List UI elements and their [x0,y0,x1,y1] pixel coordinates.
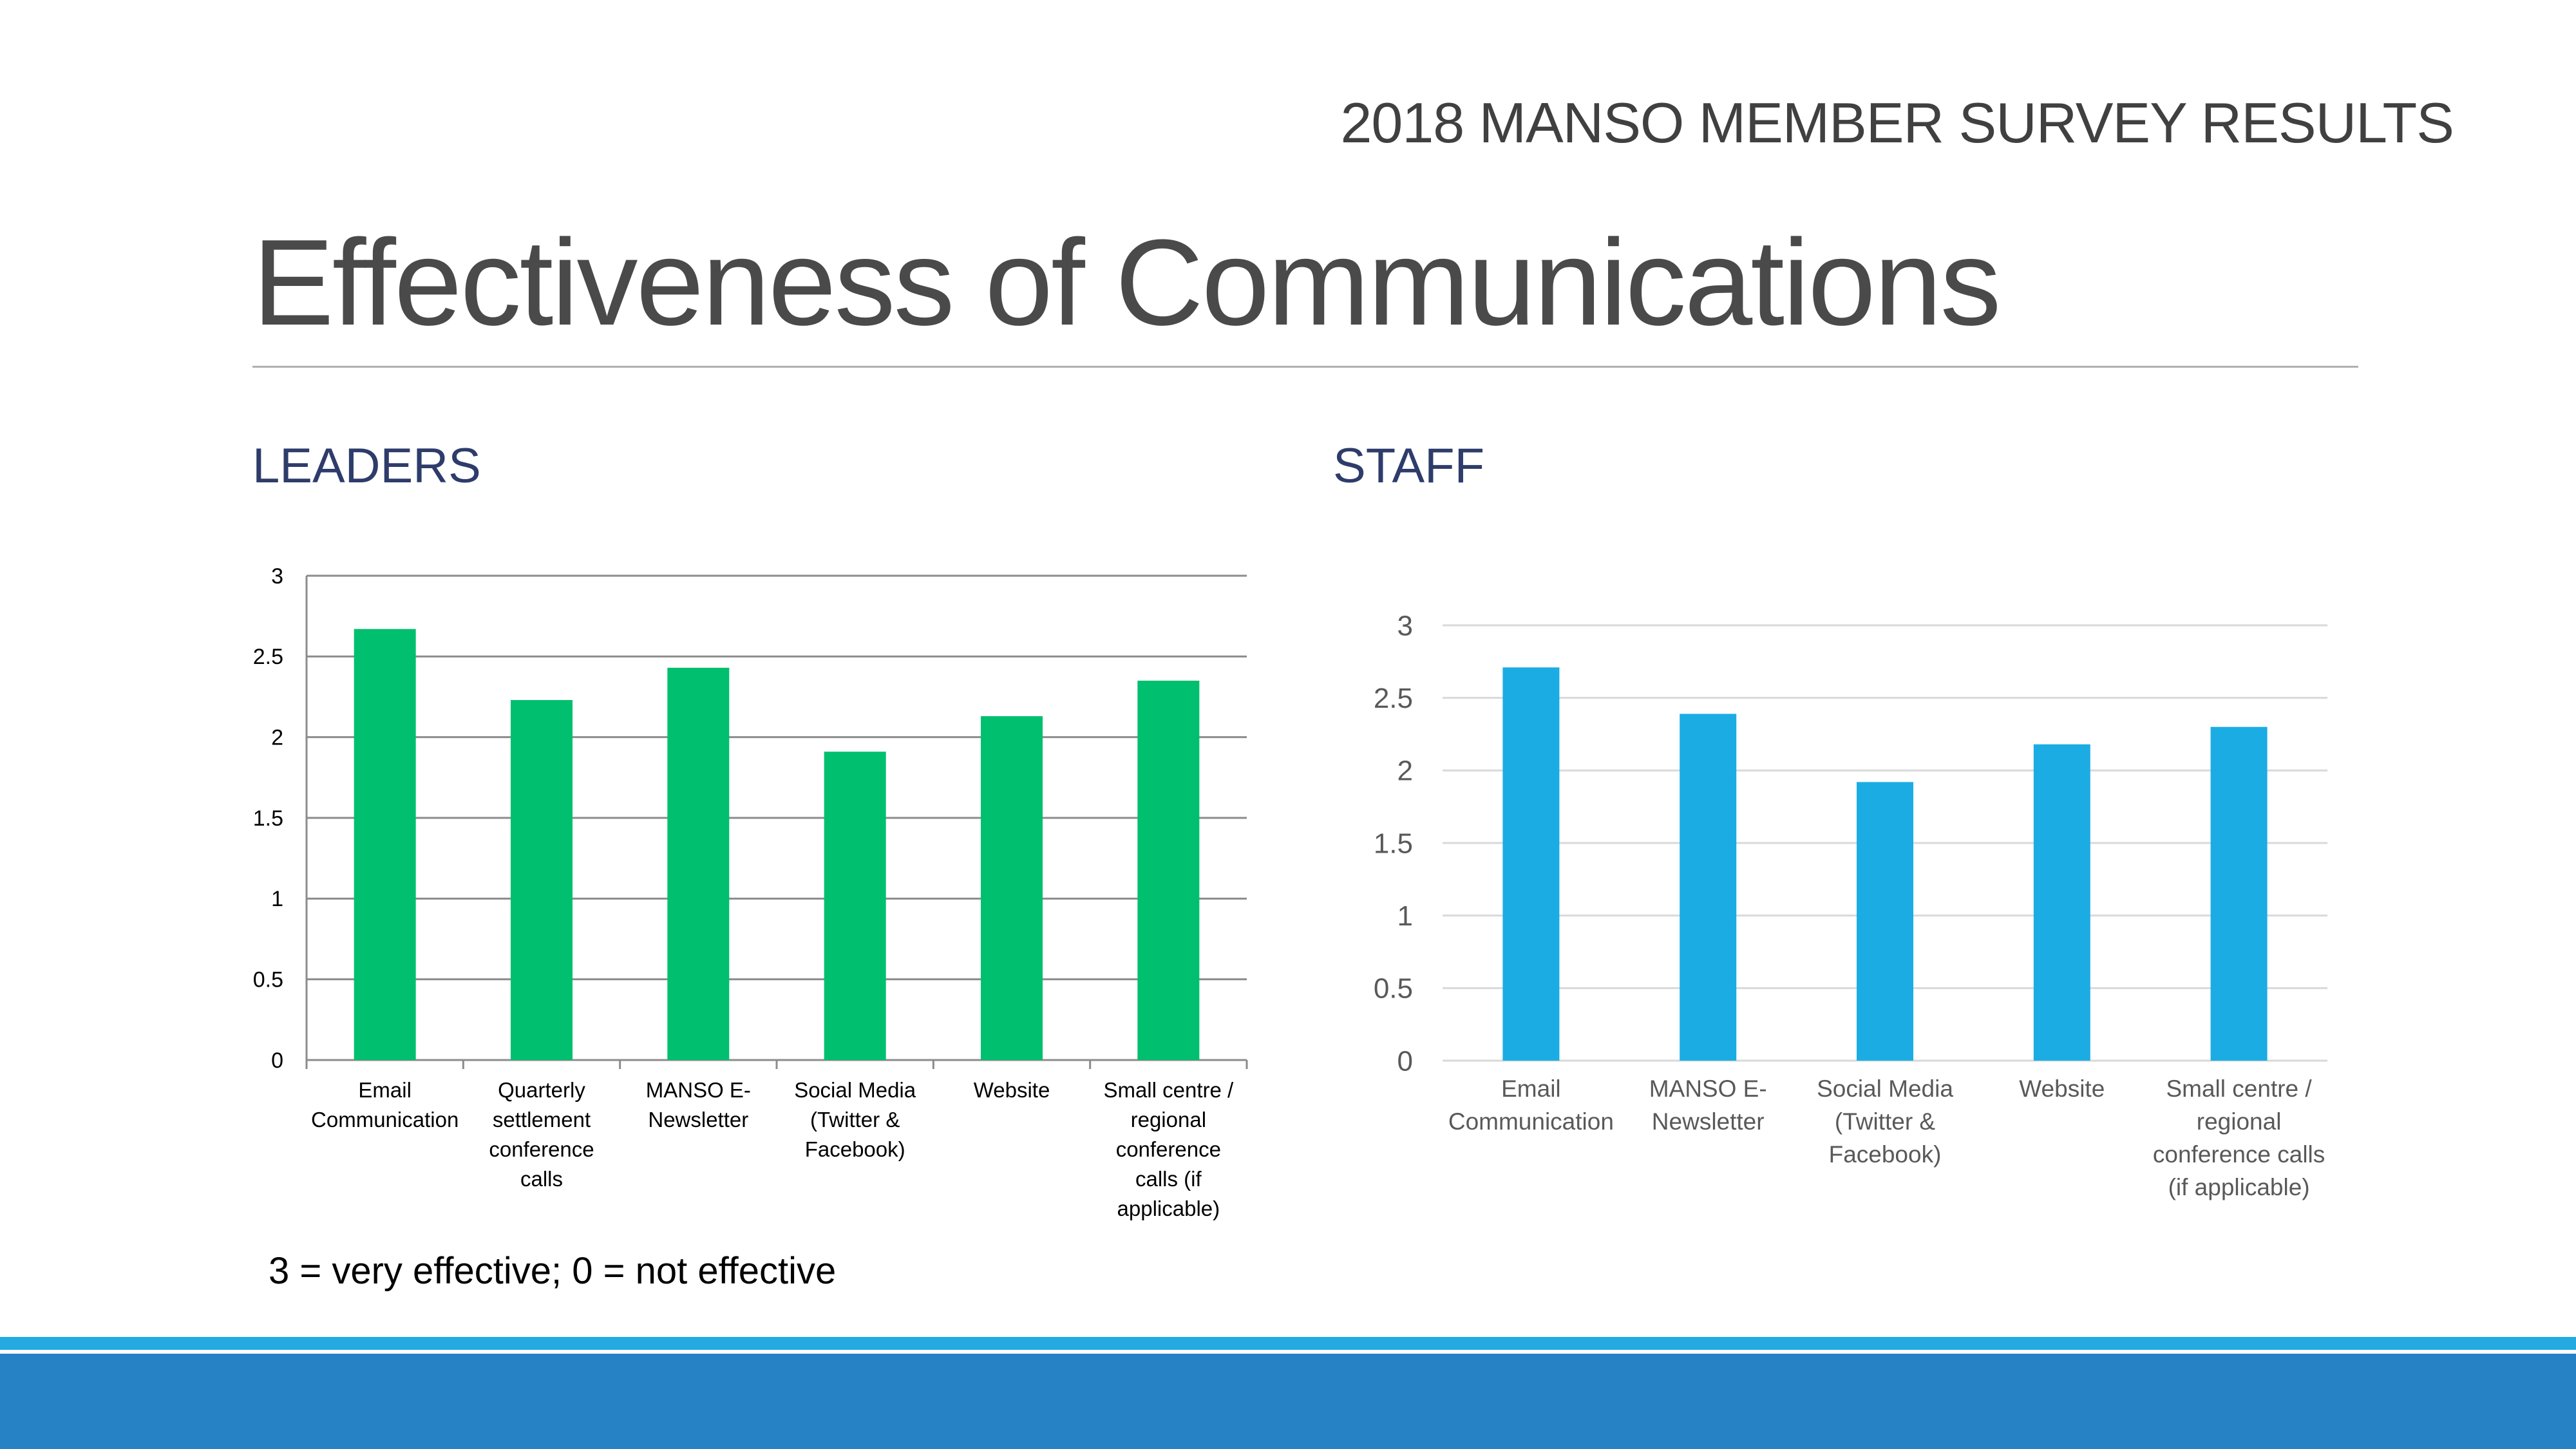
x-category-label: Social Media [1817,1075,1953,1102]
x-category-label: Social Media [794,1078,916,1102]
bar-leaders-3 [824,752,886,1060]
y-tick-label: 2.5 [253,645,283,669]
x-category-label: (Twitter & [810,1108,900,1132]
deck-subtitle: 2018 MANSO MEMBER SURVEY RESULTS [1340,91,2454,155]
bar-leaders-4 [981,716,1043,1060]
slide-title: Effectiveness of Communications [252,214,2002,351]
x-category-label: Communication [1448,1108,1614,1135]
x-category-label: Website [974,1078,1050,1102]
x-category-label: Email [1501,1075,1561,1102]
bar-staff-0 [1502,667,1560,1061]
bar-leaders-0 [354,629,416,1060]
x-category-label: MANSO E- [1649,1075,1767,1102]
x-category-label: conference [1116,1137,1221,1161]
y-tick-label: 1.5 [1374,828,1413,859]
y-tick-label: 3 [1397,610,1413,641]
y-tick-label: 2 [1397,755,1413,787]
x-category-label: Facebook) [805,1137,905,1161]
staff-section-label: STAFF [1333,439,1485,493]
y-tick-label: 0 [271,1048,283,1073]
x-category-label: Newsletter [648,1108,748,1132]
staff-bar-chart: 0 0.5 1 1.5 2 2.5 3 Email Communication MANSO E- N… [1374,610,2327,1200]
x-category-label: Quarterly [498,1078,585,1102]
x-category-label: conference calls [2153,1141,2325,1168]
x-category-label: settlement [493,1108,591,1132]
scale-note: 3 = very effective; 0 = not effective [269,1250,837,1292]
y-tick-label: 1 [271,887,283,911]
leaders-section-label: LEADERS [252,439,481,493]
x-category-label: MANSO E- [646,1078,751,1102]
y-tick-label: 0.5 [253,968,283,992]
title-divider [252,366,2358,368]
x-category-label: conference [489,1137,594,1161]
y-tick-label: 2.5 [1374,683,1413,714]
y-tick-label: 1.5 [253,806,283,831]
x-category-label: calls (if [1135,1167,1202,1191]
bar-staff-3 [2033,744,2090,1061]
y-tick-label: 2 [271,726,283,750]
x-category-label: regional [2197,1108,2282,1135]
x-category-label: Website [2019,1075,2105,1102]
x-category-label: (if applicable) [2168,1174,2310,1200]
bar-staff-2 [1857,782,1913,1061]
y-tick-label: 1 [1397,900,1413,932]
y-tick-label: 0.5 [1374,973,1413,1005]
x-category-label: Small centre / [1103,1078,1234,1102]
x-category-label: Small centre / [2166,1075,2312,1102]
footer-bar [0,1354,2576,1449]
x-category-label: Email [358,1078,412,1102]
x-category-label: calls [520,1167,563,1191]
x-category-label: (Twitter & [1835,1108,1936,1135]
y-tick-label: 3 [271,564,283,589]
bar-staff-4 [2210,726,2268,1061]
bar-leaders-5 [1137,680,1200,1060]
x-category-label: Facebook) [1829,1141,1942,1168]
bar-leaders-1 [511,700,573,1060]
leaders-bar-chart: 0 0.5 1 1.5 2 2.5 3 Email Communication Quarterly… [253,564,1248,1220]
x-category-label: Newsletter [1652,1108,1765,1135]
y-tick-label: 0 [1397,1045,1413,1077]
x-category-label: regional [1131,1108,1206,1132]
bar-leaders-2 [667,667,730,1060]
x-category-label: Communication [311,1108,459,1132]
bar-staff-1 [1680,714,1737,1061]
x-category-label: applicable) [1117,1197,1220,1220]
footer-gap [0,1350,2576,1354]
